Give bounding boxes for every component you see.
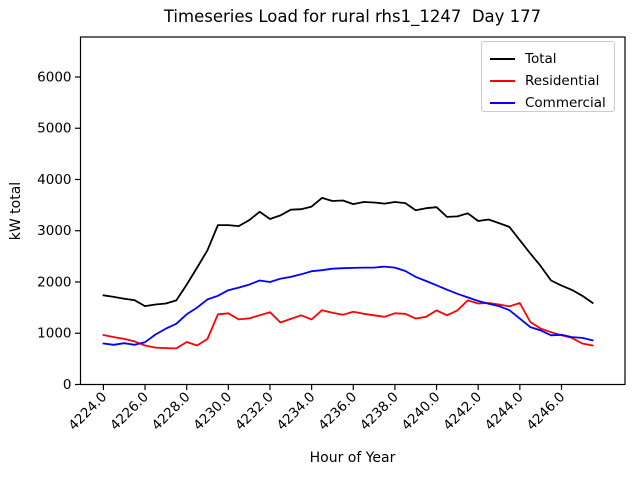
x-tick-label: 4232.0 <box>232 389 277 434</box>
x-tick-label: 4228.0 <box>149 389 194 434</box>
commercial-line-swatch <box>490 101 515 104</box>
legend-item-residential: Residential <box>490 70 614 91</box>
x-tick-label: 4236.0 <box>315 389 360 434</box>
x-axis-label: Hour of Year <box>309 450 396 466</box>
legend-item-commercial: Commercial <box>490 92 614 113</box>
chart-title: Timeseries Load for rural rhs1_1247 Day … <box>163 7 542 26</box>
series-line-residential <box>102 299 594 350</box>
x-tick-label: 4226.0 <box>107 389 152 434</box>
x-tick-label: 4244.0 <box>482 389 527 434</box>
total-line-swatch <box>490 57 515 60</box>
residential-line-swatch <box>490 79 515 82</box>
x-tick-label: 4242.0 <box>440 389 485 434</box>
y-tick-label: 3000 <box>37 223 71 239</box>
legend-item-total: Total <box>490 48 614 69</box>
x-tick-label: 4240.0 <box>399 389 444 434</box>
y-tick-label: 6000 <box>37 69 71 85</box>
series-line-total <box>102 196 594 308</box>
series-line-commercial <box>102 265 594 346</box>
x-tick-label: 4246.0 <box>524 389 569 434</box>
y-tick-label: 4000 <box>37 172 71 188</box>
y-tick-label: 0 <box>63 377 72 393</box>
legend: Total Residential Commercial <box>481 41 615 112</box>
y-tick-label: 1000 <box>37 326 71 342</box>
x-tick-label: 4230.0 <box>190 389 235 434</box>
y-tick-label: 5000 <box>37 121 71 137</box>
x-tick-label: 4234.0 <box>274 389 319 434</box>
y-axis-label: kW total <box>8 181 24 241</box>
x-tick-label: 4224.0 <box>66 389 111 434</box>
legend-label-total: Total <box>525 50 557 67</box>
x-tick-label: 4238.0 <box>357 389 402 434</box>
y-tick-label: 2000 <box>37 274 71 290</box>
legend-label-commercial: Commercial <box>525 94 606 111</box>
legend-label-residential: Residential <box>525 72 600 89</box>
